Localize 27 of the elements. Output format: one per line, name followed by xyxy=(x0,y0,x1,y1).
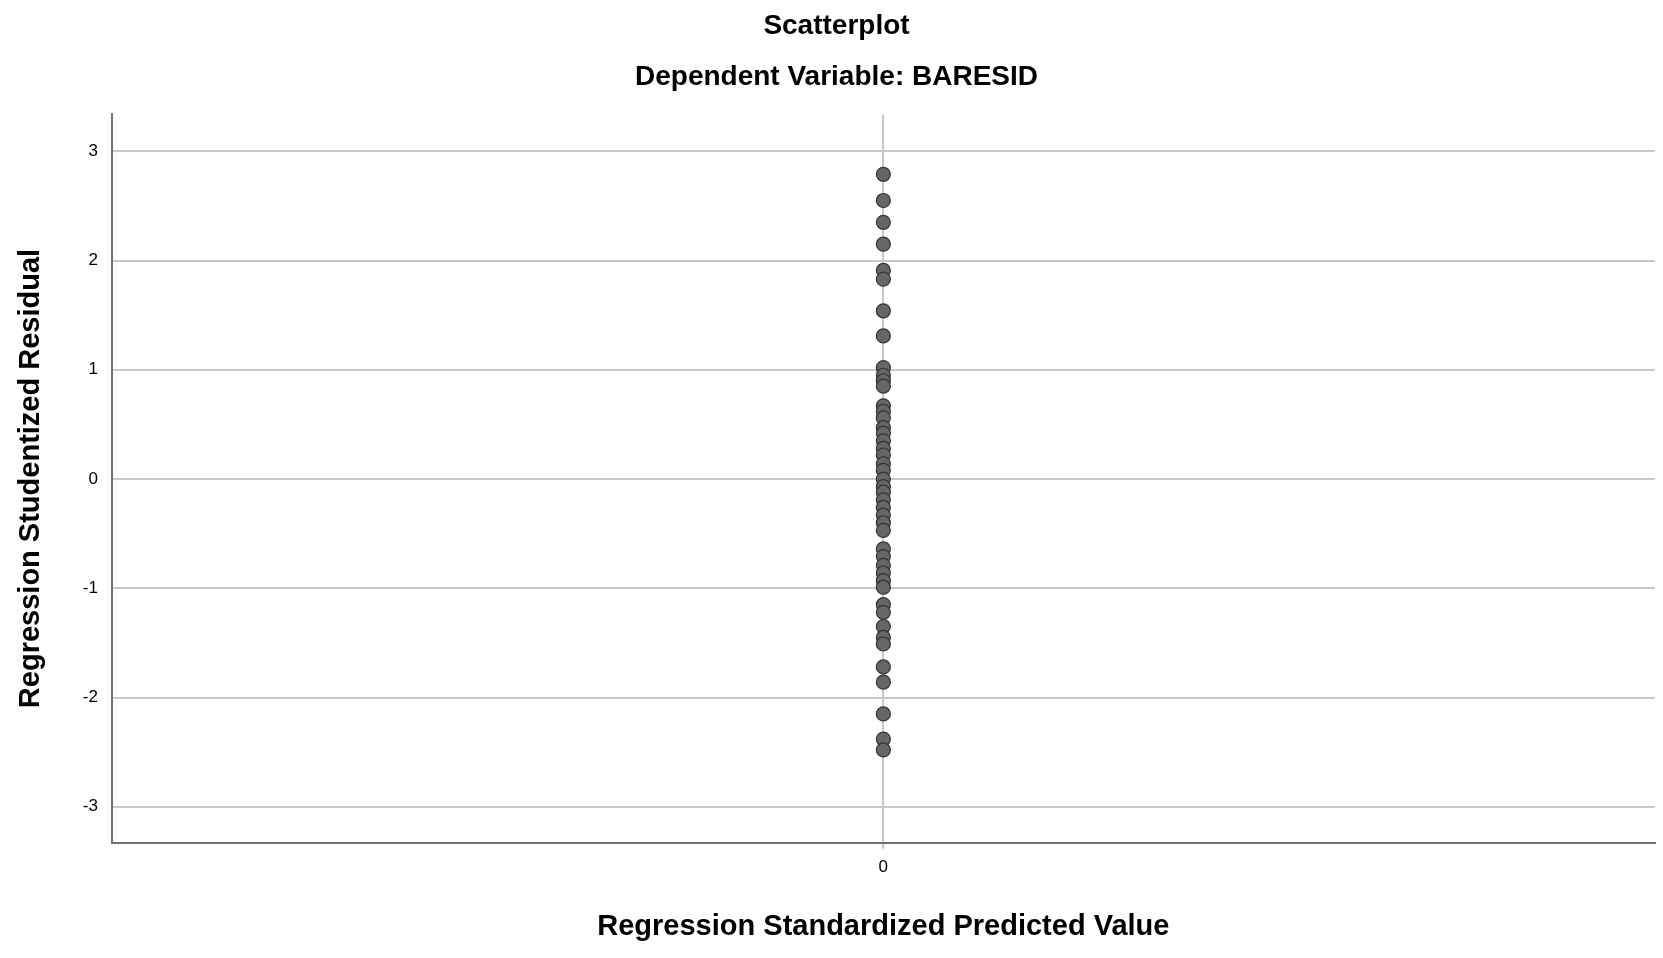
chart-title: Scatterplot xyxy=(763,8,910,40)
y-tick-label: -2 xyxy=(82,687,98,707)
chart-subtitle: Dependent Variable: BARESID xyxy=(635,60,1038,92)
y-tick-label: 2 xyxy=(88,250,98,270)
y-tick-label: 0 xyxy=(88,468,98,488)
y-tick-label: -3 xyxy=(82,796,98,816)
point xyxy=(875,742,891,758)
y-tick-label: 3 xyxy=(88,141,98,161)
point xyxy=(875,604,891,620)
point xyxy=(875,192,891,209)
point xyxy=(875,214,891,230)
point xyxy=(875,659,891,675)
point xyxy=(875,674,891,690)
y-tick-label: 1 xyxy=(88,359,98,379)
point xyxy=(875,579,891,595)
point xyxy=(875,706,891,722)
point xyxy=(875,378,891,394)
point xyxy=(875,166,891,182)
x-axis-title: Regression Standardized Predicted Value xyxy=(597,908,1170,941)
point xyxy=(875,522,891,538)
point xyxy=(875,303,891,319)
point xyxy=(875,271,891,287)
y-axis-title: Regression Studentized Residual xyxy=(13,248,46,709)
y-tick-label: -1 xyxy=(82,577,98,597)
point xyxy=(875,236,891,252)
point xyxy=(875,328,891,344)
point xyxy=(875,636,891,652)
